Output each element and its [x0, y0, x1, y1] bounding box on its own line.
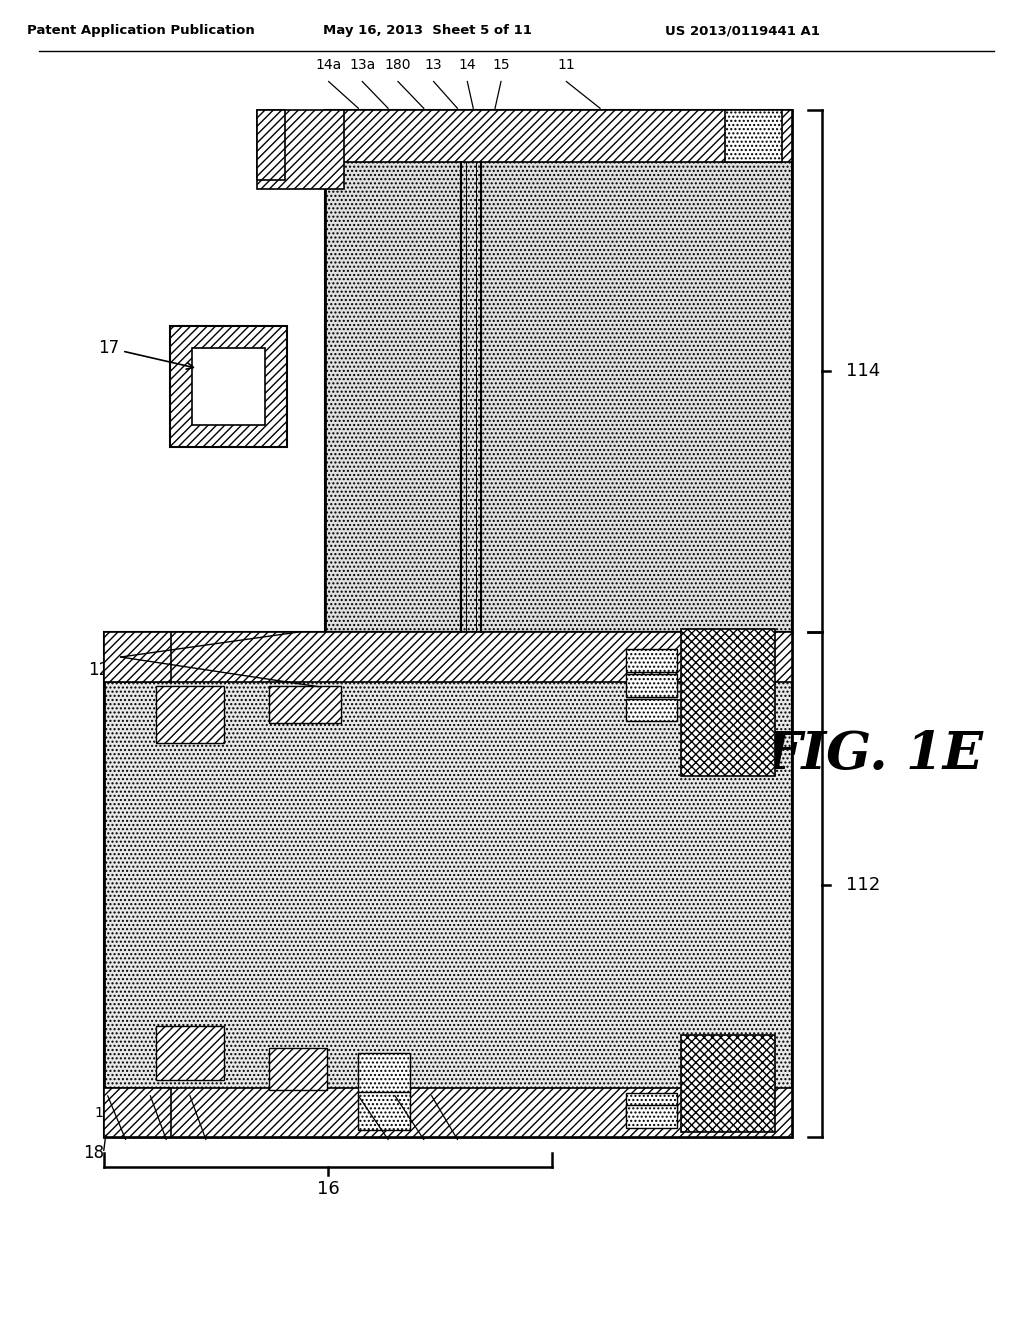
Bar [191, 348, 265, 425]
Bar [626, 1093, 677, 1115]
Bar [103, 632, 793, 1138]
Text: 12: 12 [88, 661, 110, 678]
Text: 13: 13 [425, 58, 442, 71]
Bar [626, 698, 677, 722]
Text: FIG. 1E: FIG. 1E [764, 729, 983, 780]
Text: 17: 17 [98, 339, 194, 370]
Bar [157, 686, 223, 743]
Text: 15: 15 [493, 58, 510, 71]
Text: 14a: 14a [315, 58, 342, 71]
Bar [103, 632, 793, 682]
Bar [157, 1026, 223, 1080]
Bar [257, 111, 344, 190]
Text: 13a: 13a [349, 58, 376, 71]
Bar [325, 111, 793, 632]
Text: 11: 11 [557, 58, 575, 71]
Text: 14: 14 [459, 58, 476, 71]
Text: 180: 180 [385, 58, 412, 71]
Bar [626, 675, 677, 697]
Bar [358, 1053, 410, 1093]
Bar [325, 111, 793, 162]
Bar [681, 630, 775, 776]
Text: Patent Application Publication: Patent Application Publication [27, 25, 254, 37]
Bar [257, 111, 285, 180]
Bar [269, 686, 341, 723]
Text: US 2013/0119441 A1: US 2013/0119441 A1 [666, 25, 820, 37]
Text: 13: 13 [349, 1106, 368, 1119]
Text: 16: 16 [316, 1180, 340, 1199]
Text: 13a: 13a [137, 1106, 164, 1119]
Bar [103, 1088, 171, 1138]
Text: 112: 112 [846, 876, 880, 894]
Text: 14a: 14a [177, 1106, 203, 1119]
Text: 14: 14 [386, 1106, 403, 1119]
Bar [725, 111, 782, 162]
Bar [170, 326, 287, 447]
Bar [325, 111, 793, 632]
Bar [358, 1092, 410, 1130]
Text: 18: 18 [83, 1144, 104, 1163]
Text: 15: 15 [423, 1106, 440, 1119]
Bar [103, 1088, 793, 1138]
Bar [103, 632, 793, 1138]
Text: 15a: 15a [94, 1106, 121, 1119]
Bar [103, 632, 171, 682]
Bar [681, 1035, 775, 1133]
Bar [626, 649, 677, 672]
Text: 114: 114 [846, 362, 880, 380]
Bar [269, 1048, 327, 1090]
Text: May 16, 2013  Sheet 5 of 11: May 16, 2013 Sheet 5 of 11 [324, 25, 532, 37]
Bar [626, 1105, 677, 1127]
